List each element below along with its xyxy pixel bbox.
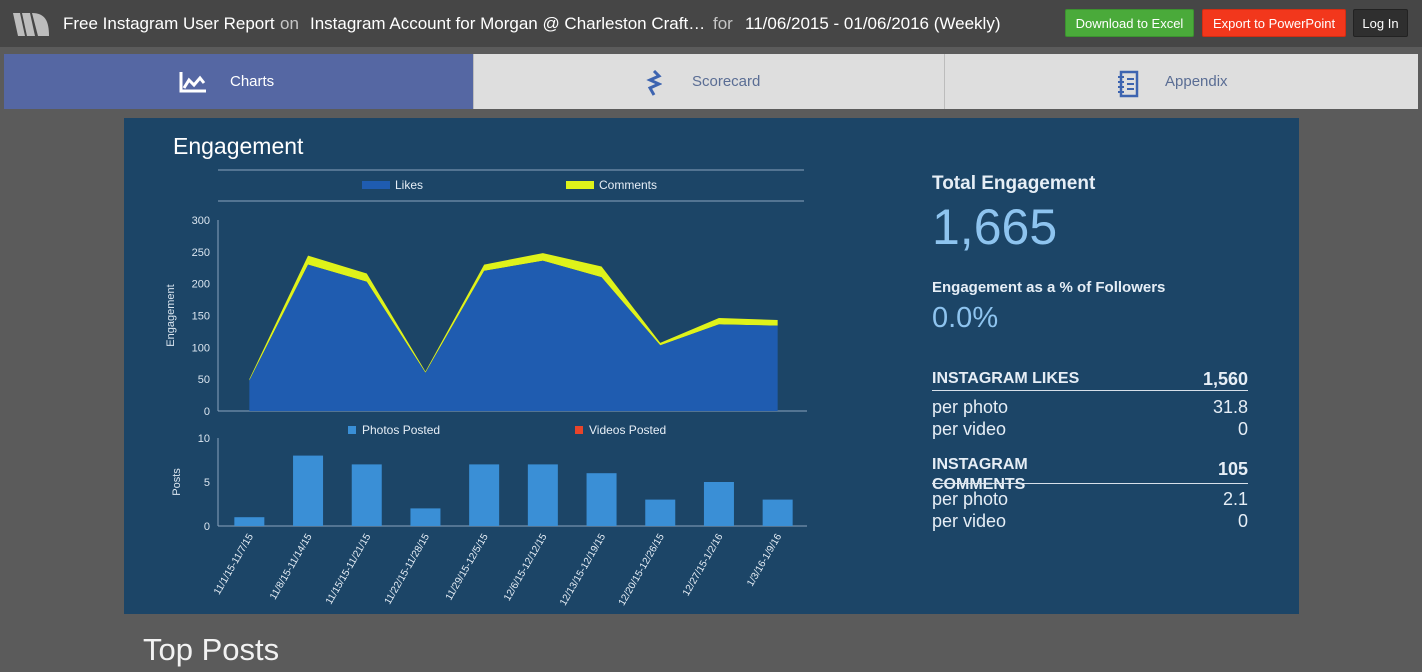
notebook-icon — [1118, 70, 1139, 98]
likes-row: INSTAGRAM LIKES 1,560 — [932, 369, 1248, 389]
likes-area — [249, 260, 778, 411]
tab-scorecard-label: Scorecard — [692, 73, 761, 90]
area-y-tick-label: 250 — [192, 247, 210, 259]
bar-y-tick-label: 0 — [204, 521, 210, 533]
tab-charts-label: Charts — [230, 73, 275, 90]
photos-bar — [293, 455, 324, 526]
x-tick-label: 11/29/15-12/5/15 — [444, 532, 491, 603]
x-tick-label: 11/15/15-11/21/15 — [324, 532, 374, 607]
legend-label-comments: Comments — [599, 178, 657, 192]
bar-y-tick-label: 10 — [198, 433, 210, 445]
photos-bar — [410, 508, 441, 526]
x-tick-label: 11/1/15-11/7/15 — [212, 532, 256, 597]
photos-bar — [234, 517, 265, 526]
top-bar: Free Instagram User Report on Instagram … — [0, 0, 1422, 47]
photos-bar — [351, 464, 382, 526]
bar-y-axis-label: Posts — [171, 468, 183, 496]
account-name[interactable]: Instagram Account for Morgan @ Charlesto… — [310, 14, 706, 33]
x-tick-label: 11/22/15-11/28/15 — [383, 532, 433, 607]
likes-per-photo-value: 31.8 — [1212, 397, 1248, 417]
legend-label-likes: Likes — [395, 178, 423, 192]
tab-bar: Charts Scorecard Appendix — [4, 54, 1418, 109]
tab-appendix-label: Appendix — [1165, 73, 1228, 90]
engagement-pct-value: 0.0% — [932, 302, 999, 334]
bar-y-tick-label: 5 — [204, 477, 210, 489]
photos-bar — [469, 464, 500, 526]
x-tick-label: 12/13/15-12/19/15 — [558, 532, 608, 608]
legend-swatch-videos-posted — [575, 426, 583, 434]
download-excel-button[interactable]: Download to Excel — [1065, 9, 1194, 37]
date-range[interactable]: 11/06/2015 - 01/06/2016 (Weekly) — [745, 14, 1001, 33]
x-tick-label: 12/27/15-1/2/16 — [681, 532, 726, 599]
tab-charts[interactable]: Charts — [4, 54, 474, 109]
comments-per-video-label: per video — [932, 511, 1007, 531]
likes-per-video-label: per video — [932, 419, 1007, 439]
total-engagement-label: Total Engagement — [932, 173, 1096, 194]
x-tick-label: 1/3/16-1/9/16 — [745, 532, 784, 589]
photos-bar — [527, 464, 558, 526]
x-tick-label: 12/6/15-12/12/15 — [502, 532, 550, 603]
area-y-tick-label: 0 — [204, 406, 210, 418]
comments-per-video-row: per video 0 — [932, 511, 1248, 532]
area-y-axis-label: Engagement — [165, 284, 177, 346]
brand-logo-icon[interactable] — [11, 9, 51, 39]
top-posts-heading: Top Posts — [143, 632, 280, 667]
legend-swatch-photos-posted — [348, 426, 356, 434]
comments-row: INSTAGRAM 105 — [932, 456, 1248, 479]
comments-per-photo-row: per photo 2.1 — [932, 489, 1248, 510]
area-y-tick-label: 100 — [192, 342, 210, 354]
comments-row-line2: COMMENTS — [932, 476, 1248, 494]
area-y-tick-label: 200 — [192, 279, 210, 291]
likes-per-photo-label: per photo — [932, 397, 1009, 417]
area-chart-icon — [179, 72, 206, 93]
photos-bar — [645, 499, 676, 526]
likes-divider — [932, 390, 1248, 391]
area-y-tick-label: 50 — [198, 374, 210, 386]
comments-per-photo-label: per photo — [932, 489, 1009, 509]
engagement-panel: Engagement Likes Comments 0 50 100 150 200 250 3… — [124, 118, 1299, 614]
comments-per-video-value: 0 — [1237, 511, 1248, 531]
scorecard-icon — [646, 70, 662, 96]
app-title: Free Instagram User Report — [63, 14, 275, 33]
likes-per-video-row: per video 0 — [932, 419, 1248, 440]
tab-appendix[interactable]: Appendix — [945, 54, 1418, 109]
legend-swatch-likes — [362, 181, 390, 189]
comments-total: 105 — [1217, 459, 1248, 479]
on-label: on — [280, 14, 299, 33]
area-y-tick-label: 150 — [192, 311, 210, 323]
legend-label-photos-posted: Photos Posted — [362, 423, 440, 437]
tab-scorecard[interactable]: Scorecard — [474, 54, 945, 109]
panel-title: Engagement — [173, 133, 304, 159]
likes-total: 1,560 — [1202, 369, 1248, 389]
likes-per-photo-row: per photo 31.8 — [932, 397, 1248, 418]
legend-label-videos-posted: Videos Posted — [589, 423, 666, 437]
total-engagement-value: 1,665 — [932, 199, 1058, 255]
comments-divider — [932, 483, 1248, 484]
for-label: for — [713, 14, 733, 33]
likes-label: INSTAGRAM LIKES — [932, 370, 1080, 387]
engagement-charts: Likes Comments050100150200250300Engagemen… — [165, 169, 807, 608]
legend-swatch-comments — [566, 181, 594, 189]
photos-bar — [703, 482, 734, 526]
comments-per-photo-value: 2.1 — [1222, 489, 1248, 509]
photos-bar — [762, 499, 793, 526]
x-tick-label: 11/8/15-11/14/15 — [268, 532, 315, 602]
login-button[interactable]: Log In — [1353, 9, 1408, 37]
area-y-tick-label: 300 — [192, 215, 210, 227]
comments-label-line2: COMMENTS — [932, 476, 1026, 493]
export-powerpoint-button[interactable]: Export to PowerPoint — [1202, 9, 1346, 37]
likes-per-video-value: 0 — [1237, 419, 1248, 439]
engagement-pct-label: Engagement as a % of Followers — [932, 279, 1166, 296]
x-tick-label: 12/20/15-12/26/15 — [617, 532, 667, 608]
photos-bar — [586, 473, 617, 526]
comments-label-line1: INSTAGRAM — [932, 456, 1028, 473]
